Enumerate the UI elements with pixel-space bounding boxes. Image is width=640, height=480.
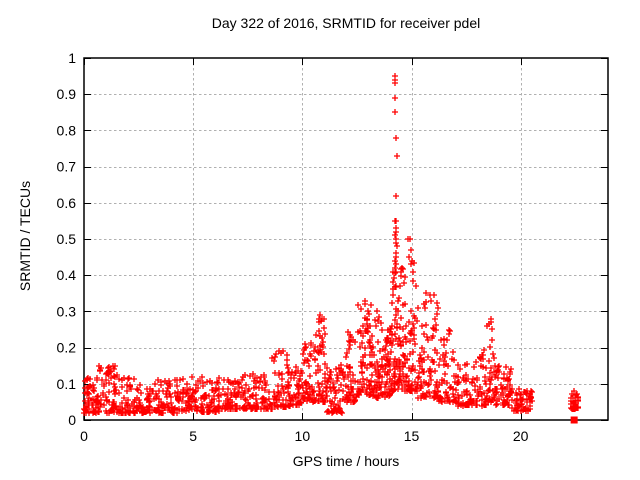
x-tick-label: 15: [404, 428, 420, 444]
chart-title: Day 322 of 2016, SRMTID for receiver pde…: [211, 15, 481, 31]
y-tick-label: 0.6: [57, 195, 77, 211]
tick-labels: 00.10.20.30.40.50.60.70.80.910 5 10 15 20: [57, 50, 529, 444]
x-tick-label: 0: [80, 428, 88, 444]
y-tick-label: 0.5: [57, 231, 77, 247]
x-tick-label: 20: [513, 428, 529, 444]
y-axis-label: SRMTID / TECUs: [17, 180, 33, 292]
y-tick-label: 0.9: [57, 86, 77, 102]
y-tick-label: 0.4: [57, 267, 77, 283]
y-tick-label: 0.7: [57, 159, 77, 175]
data-points: [81, 73, 581, 416]
y-tick-label: 0: [68, 412, 76, 428]
x-tick-label: 10: [295, 428, 311, 444]
clipped-data-point-square: [570, 416, 578, 424]
y-tick-label: 0.2: [57, 340, 77, 356]
y-tick-label: 0.8: [57, 122, 77, 138]
y-tick-label: 1: [68, 50, 76, 66]
x-tick-label: 5: [189, 428, 197, 444]
y-tick-label: 0.3: [57, 303, 77, 319]
x-axis-label: GPS time / hours: [292, 453, 400, 469]
y-tick-label: 0.1: [57, 376, 77, 392]
